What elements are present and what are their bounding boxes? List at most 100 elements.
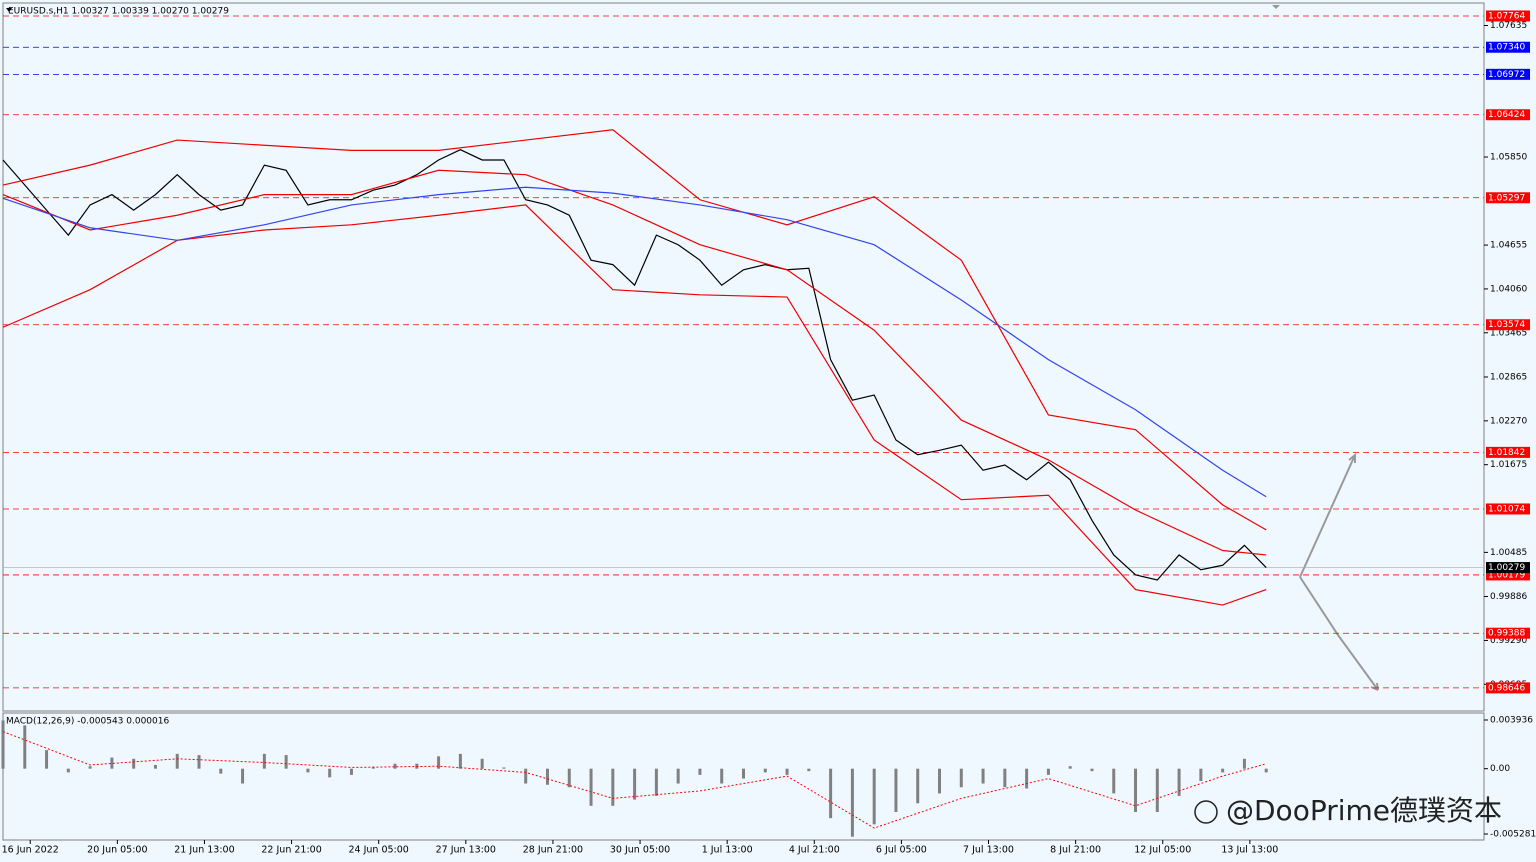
y-tick-label: 1.04655 bbox=[1490, 241, 1527, 251]
y-tick-label: 1.02865 bbox=[1490, 372, 1527, 382]
macd-bar bbox=[110, 757, 114, 769]
macd-bar bbox=[916, 768, 920, 804]
y-tick-label: 0.99290 bbox=[1490, 636, 1527, 646]
x-tick-label: 28 Jun 21:00 bbox=[523, 845, 583, 856]
macd-bar bbox=[763, 768, 767, 773]
x-tick-label: 4 Jul 21:00 bbox=[789, 845, 840, 856]
down-arrow bbox=[1299, 576, 1379, 691]
level-label-box bbox=[1486, 319, 1530, 331]
y-tick-label: 0.99886 bbox=[1490, 592, 1527, 602]
macd-bar bbox=[981, 768, 985, 784]
macd-bar bbox=[589, 768, 593, 806]
macd-bar bbox=[153, 764, 157, 769]
macd-bar bbox=[829, 768, 833, 819]
chart-title: EURUSD.s,H1 1.00327 1.00339 1.00270 1.00… bbox=[8, 7, 229, 17]
x-tick-label: 24 Jun 05:00 bbox=[349, 845, 409, 856]
macd-bar bbox=[1003, 768, 1007, 788]
macd-bar bbox=[1046, 768, 1050, 775]
x-tick-label: 21 Jun 13:00 bbox=[174, 845, 234, 856]
y-tick-label: 1.03465 bbox=[1490, 328, 1527, 338]
x-tick-label: 20 Jun 05:00 bbox=[87, 845, 147, 856]
x-tick-label: 27 Jun 13:00 bbox=[436, 845, 496, 856]
x-tick-label: 30 Jun 05:00 bbox=[610, 845, 670, 856]
level-label-box bbox=[1486, 109, 1530, 121]
macd-bar bbox=[742, 768, 745, 779]
macd-bar bbox=[393, 763, 397, 769]
level-label-box bbox=[1486, 41, 1530, 53]
macd-bar bbox=[894, 768, 898, 812]
macd-bar bbox=[1, 720, 5, 769]
macd-bar bbox=[219, 768, 223, 774]
level-label: 1.01842 bbox=[1488, 448, 1525, 458]
level-label: 1.07340 bbox=[1488, 43, 1525, 53]
macd-bar bbox=[567, 768, 571, 788]
x-tick-label: 16 Jun 2022 bbox=[2, 845, 59, 856]
last-price-label: 1.00279 bbox=[1488, 563, 1525, 573]
level-label: 0.98646 bbox=[1488, 683, 1525, 693]
y-tick-label: 1.04060 bbox=[1490, 284, 1527, 294]
level-label: 1.07764 bbox=[1488, 11, 1525, 21]
macd-bar bbox=[502, 767, 506, 769]
macd-bar bbox=[1199, 768, 1203, 782]
x-tick-label: 13 Jul 13:00 bbox=[1221, 845, 1278, 856]
macd-bar bbox=[1242, 758, 1246, 769]
price-line bbox=[2, 204, 1267, 606]
macd-bar bbox=[1025, 768, 1029, 789]
y-tick-label: -0.005281 bbox=[1490, 830, 1536, 840]
level-label: 1.00179 bbox=[1488, 570, 1525, 580]
x-tick-label: 1 Jul 13:00 bbox=[702, 845, 753, 856]
price-line bbox=[2, 186, 1267, 498]
price-line bbox=[2, 148, 1267, 581]
level-label-box bbox=[1486, 10, 1530, 22]
macd-bar bbox=[458, 753, 462, 769]
macd-bar bbox=[132, 758, 136, 769]
y-tick-label: 0.003936 bbox=[1490, 716, 1533, 726]
macd-bar bbox=[349, 768, 353, 775]
level-label-box bbox=[1486, 192, 1530, 204]
x-tick-label: 22 Jun 21:00 bbox=[261, 845, 321, 856]
level-label: 0.99388 bbox=[1488, 629, 1525, 639]
macd-bar bbox=[1155, 768, 1159, 812]
macd-bar bbox=[262, 753, 266, 769]
x-tick-label: 7 Jul 13:00 bbox=[963, 845, 1014, 856]
y-tick-label: 1.00485 bbox=[1490, 548, 1527, 558]
macd-bar bbox=[1068, 766, 1072, 769]
level-label-box bbox=[1486, 503, 1530, 515]
macd-bar bbox=[88, 766, 92, 769]
y-tick-label: 0.00 bbox=[1490, 764, 1510, 774]
macd-bar bbox=[1264, 768, 1268, 773]
macd-bar bbox=[720, 768, 724, 784]
macd-bar bbox=[1112, 768, 1116, 794]
macd-bar bbox=[611, 768, 615, 806]
macd-bar bbox=[676, 768, 680, 784]
macd-bar bbox=[175, 753, 179, 769]
signal-line bbox=[2, 731, 1267, 829]
macd-bar bbox=[45, 750, 49, 769]
menu-triangle bbox=[6, 8, 12, 12]
macd-bar bbox=[807, 768, 811, 772]
level-label-box bbox=[1486, 627, 1530, 639]
macd-bar bbox=[371, 767, 375, 769]
macd-bar bbox=[872, 768, 876, 825]
macd-bar bbox=[938, 768, 942, 794]
macd-bar bbox=[545, 768, 549, 785]
macd-bar bbox=[197, 755, 201, 769]
level-label-box bbox=[1486, 569, 1530, 581]
up-arrow-head bbox=[1348, 452, 1356, 463]
macd-bar bbox=[23, 725, 27, 769]
price-line bbox=[2, 129, 1267, 531]
shift-marker bbox=[1272, 5, 1280, 9]
x-tick-label: 12 Jul 05:00 bbox=[1134, 845, 1191, 856]
up-arrow bbox=[1299, 454, 1356, 578]
macd-bar bbox=[633, 768, 637, 800]
watermark-icon bbox=[1194, 800, 1218, 824]
down-arrow-head bbox=[1370, 682, 1379, 691]
level-label-box bbox=[1486, 446, 1530, 458]
macd-bar bbox=[1221, 768, 1225, 773]
level-label: 1.05297 bbox=[1488, 193, 1525, 203]
macd-title: MACD(12,26,9) -0.000543 0.000016 bbox=[6, 717, 169, 727]
level-label-box bbox=[1486, 682, 1530, 694]
level-label: 1.06424 bbox=[1488, 110, 1525, 120]
